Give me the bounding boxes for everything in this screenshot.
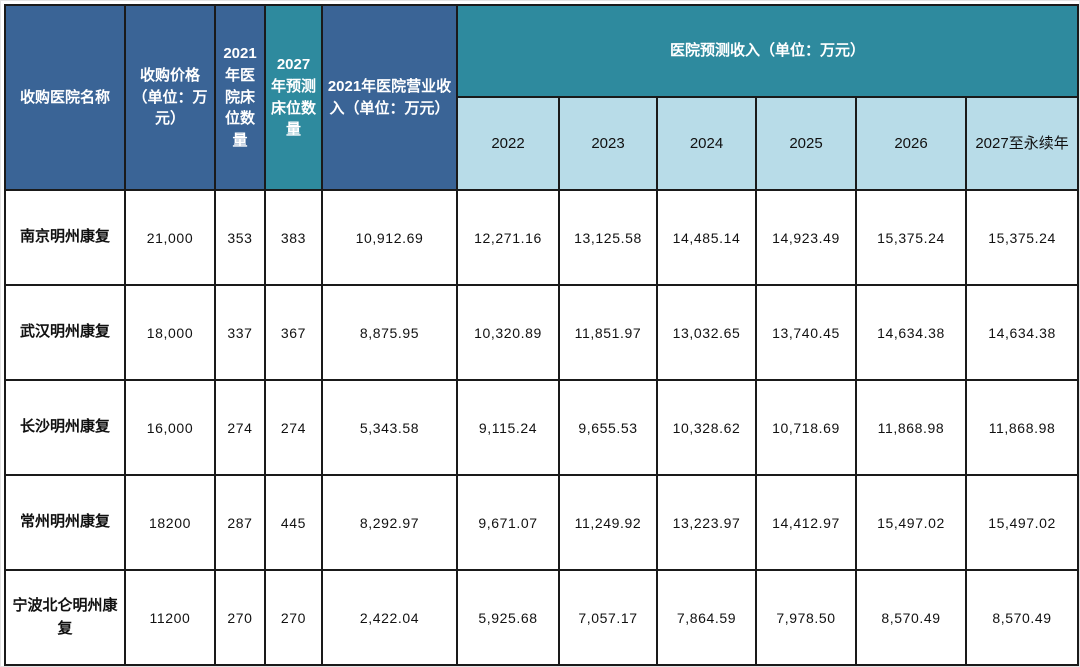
cell-hospital-name: 南京明州康复 [4,189,126,286]
table-row: 武汉明州康复 18,000 337 367 8,875.95 10,320.89… [4,284,1080,381]
header-beds-2027: 2027年预测床位数量 [264,4,323,191]
cell-price: 21,000 [124,189,216,286]
header-forecast-banner: 医院预测收入（单位：万元） [455,4,1080,98]
cell-forecast-2025: 13,740.45 [755,284,857,381]
header-hospital-name: 收购医院名称 [4,4,126,191]
cell-forecast-2027-perpetual: 14,634.38 [964,284,1080,381]
header-year-2022: 2022 [456,96,560,191]
header-year-2024: 2024 [656,96,757,191]
cell-forecast-2022: 12,271.16 [456,189,560,286]
cell-forecast-2027-perpetual: 8,570.49 [964,569,1080,666]
cell-forecast-2024: 10,328.62 [656,379,757,476]
cell-forecast-2022: 10,320.89 [456,284,560,381]
table-row: 南京明州康复 21,000 353 383 10,912.69 12,271.1… [4,189,1080,286]
cell-beds-2027: 274 [264,379,323,476]
cell-forecast-2023: 9,655.53 [558,379,658,476]
cell-beds-2027: 383 [264,189,323,286]
cell-beds-2021: 274 [214,379,266,476]
cell-forecast-2024: 13,032.65 [656,284,757,381]
cell-beds-2021: 337 [214,284,266,381]
cell-beds-2027: 270 [264,569,323,666]
cell-forecast-2027-perpetual: 15,375.24 [964,189,1080,286]
cell-forecast-2026: 15,375.24 [855,189,967,286]
cell-forecast-2023: 7,057.17 [558,569,658,666]
cell-forecast-2026: 8,570.49 [855,569,967,666]
cell-forecast-2027-perpetual: 15,497.02 [964,474,1080,571]
header-year-2027-perpetual: 2027至永续年 [964,96,1080,191]
cell-beds-2027: 445 [264,474,323,571]
cell-forecast-2023: 11,249.92 [558,474,658,571]
cell-forecast-2025: 14,412.97 [755,474,857,571]
cell-forecast-2023: 11,851.97 [558,284,658,381]
cell-forecast-2024: 13,223.97 [656,474,757,571]
hospital-forecast-table: 收购医院名称 收购价格（单位：万元） 2021年医院床位数量 2027年预测床位… [4,4,1080,666]
cell-beds-2021: 270 [214,569,266,666]
cell-revenue-2021: 8,875.95 [321,284,458,381]
cell-revenue-2021: 10,912.69 [321,189,458,286]
cell-forecast-2024: 14,485.14 [656,189,757,286]
cell-revenue-2021: 5,343.58 [321,379,458,476]
cell-revenue-2021: 2,422.04 [321,569,458,666]
cell-beds-2021: 287 [214,474,266,571]
cell-forecast-2025: 14,923.49 [755,189,857,286]
cell-forecast-2022: 9,671.07 [456,474,560,571]
cell-revenue-2021: 8,292.97 [321,474,458,571]
cell-hospital-name: 常州明州康复 [4,474,126,571]
cell-forecast-2023: 13,125.58 [558,189,658,286]
table-row: 宁波北仑明州康复 11200 270 270 2,422.04 5,925.68… [4,569,1080,666]
cell-forecast-2025: 10,718.69 [755,379,857,476]
cell-forecast-2026: 11,868.98 [855,379,967,476]
header-acquisition-price: 收购价格（单位：万元） [124,4,216,191]
cell-forecast-2026: 15,497.02 [855,474,967,571]
cell-beds-2027: 367 [264,284,323,381]
cell-forecast-2022: 9,115.24 [456,379,560,476]
header-year-2025: 2025 [755,96,857,191]
cell-hospital-name: 长沙明州康复 [4,379,126,476]
header-year-2023: 2023 [558,96,658,191]
cell-forecast-2022: 5,925.68 [456,569,560,666]
header-revenue-2021: 2021年医院营业收入（单位：万元） [321,4,458,191]
header-beds-2021: 2021年医院床位数量 [214,4,266,191]
cell-forecast-2027-perpetual: 11,868.98 [964,379,1080,476]
cell-beds-2021: 353 [214,189,266,286]
cell-price: 18,000 [124,284,216,381]
table-row: 长沙明州康复 16,000 274 274 5,343.58 9,115.24 … [4,379,1080,476]
cell-hospital-name: 武汉明州康复 [4,284,126,381]
cell-forecast-2025: 7,978.50 [755,569,857,666]
cell-price: 11200 [124,569,216,666]
cell-hospital-name: 宁波北仑明州康复 [4,569,126,666]
table-row: 常州明州康复 18200 287 445 8,292.97 9,671.07 1… [4,474,1080,571]
cell-price: 16,000 [124,379,216,476]
cell-forecast-2026: 14,634.38 [855,284,967,381]
cell-price: 18200 [124,474,216,571]
header-year-2026: 2026 [855,96,967,191]
cell-forecast-2024: 7,864.59 [656,569,757,666]
